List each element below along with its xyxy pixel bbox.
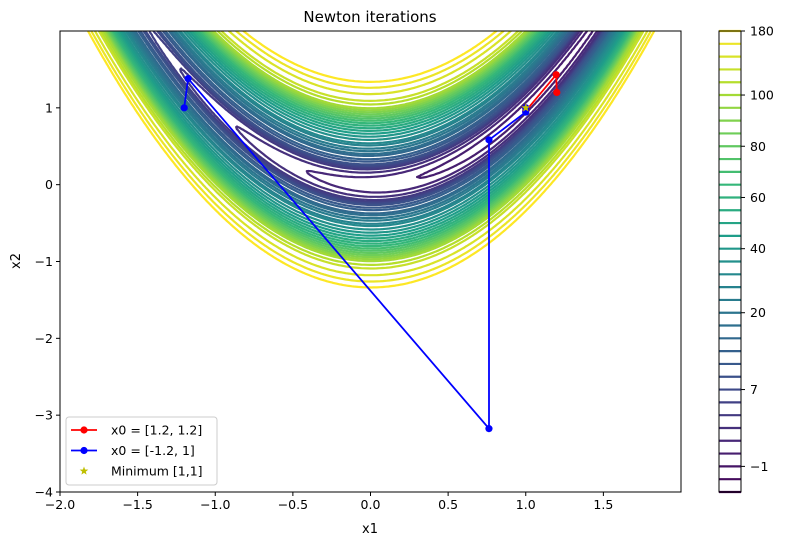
contour-level-line (137, 31, 610, 212)
y-tick-label: −1 (35, 254, 53, 269)
contour-level-line (90, 31, 652, 283)
contour-level-line (107, 31, 636, 255)
iteration-point-marker (184, 74, 192, 83)
y-tick-label: 0 (45, 177, 53, 192)
legend-star-marker (79, 466, 89, 475)
colorbar-tick-label: 7 (750, 382, 758, 397)
legend-frame (65, 416, 218, 486)
contour-level-line (97, 31, 645, 270)
x-tick-label: 1.0 (516, 497, 536, 512)
contour-level-line (130, 31, 615, 220)
legend-entry-label: x0 = [1.2, 1.2] (111, 423, 202, 438)
iteration-point-marker (485, 425, 493, 433)
contour-level-line (235, 31, 601, 198)
colorbar-tick-label: 40 (750, 241, 766, 256)
legend-point-marker (80, 446, 88, 455)
colorbar-tick-label: 100 (750, 88, 774, 103)
x-tick-label: −0.5 (278, 497, 308, 512)
contour-lines (86, 31, 656, 289)
colorbar-tick-label: 80 (750, 139, 766, 154)
contour-level-line (126, 31, 618, 225)
iteration-paths (180, 71, 561, 433)
colorbar-tick-label: 180 (750, 24, 774, 39)
contour-level-line (111, 31, 632, 248)
y-tick-label: 1 (45, 100, 53, 115)
x-tick-label: 0.5 (438, 497, 458, 512)
x-tick-label: 1.5 (593, 497, 613, 512)
contour-level-line (122, 31, 622, 231)
y-axis-label: x2 (9, 253, 24, 269)
contour-level-line (142, 31, 606, 207)
contour-level-line (114, 31, 629, 243)
contour-level-line (416, 31, 594, 179)
contour-level-line (93, 31, 649, 277)
contour-level-line (134, 31, 612, 215)
contour-level-line (105, 31, 637, 257)
contour-level-line (124, 31, 620, 228)
legend: x0 = [1.2, 1.2] x0 = [-1.2, 1] Minimum [1,… (65, 416, 218, 486)
colorbar-tick-label: 20 (750, 305, 766, 320)
iteration-point-marker (552, 71, 560, 79)
legend-entry-label: Minimum [1,1] (111, 464, 203, 479)
contour-level-line (128, 31, 616, 222)
colorbar-tick-label: 60 (750, 190, 766, 205)
contour-level-line (102, 31, 641, 263)
contour-level-line (110, 31, 633, 250)
legend-entry-label: x0 = [-1.2, 1] (111, 443, 195, 458)
x-tick-label: 0.0 (361, 497, 381, 512)
y-axis-ticks: −4 −3 −2 −1 0 1 (35, 100, 60, 500)
colorbar: 180 100 80 60 40 20 7 −1 (718, 24, 774, 494)
y-tick-label: −4 (35, 485, 53, 500)
contour-level-line (108, 31, 635, 252)
x-axis-label: x1 (362, 522, 378, 537)
contour-level-line (100, 31, 643, 266)
iteration-point-marker (553, 88, 561, 97)
contour-level-line (132, 31, 613, 217)
contour-level-line (118, 31, 626, 237)
contour-level-line (139, 31, 608, 209)
colorbar-frame (718, 30, 742, 493)
iteration-point-marker (485, 136, 493, 144)
contour-level-line (86, 31, 656, 289)
y-tick-label: −3 (35, 408, 53, 423)
y-tick-label: −2 (35, 331, 53, 346)
contour-level-line (116, 31, 627, 240)
x-tick-label: −1.0 (200, 497, 230, 512)
colorbar-tick-label: −1 (750, 459, 768, 474)
x-tick-label: −1.5 (122, 497, 152, 512)
x-axis-ticks: −2.0 −1.5 −1.0 −0.5 0.0 0.5 1.0 1.5 (45, 492, 613, 512)
contour-level-line (120, 31, 624, 234)
x-tick-label: −2.0 (45, 497, 75, 512)
chart-title: Newton iterations (303, 8, 436, 26)
minimum-star-marker (521, 103, 530, 112)
contour-level-line (113, 31, 630, 245)
legend-point-marker (80, 426, 88, 434)
iteration-point-marker (180, 104, 188, 112)
